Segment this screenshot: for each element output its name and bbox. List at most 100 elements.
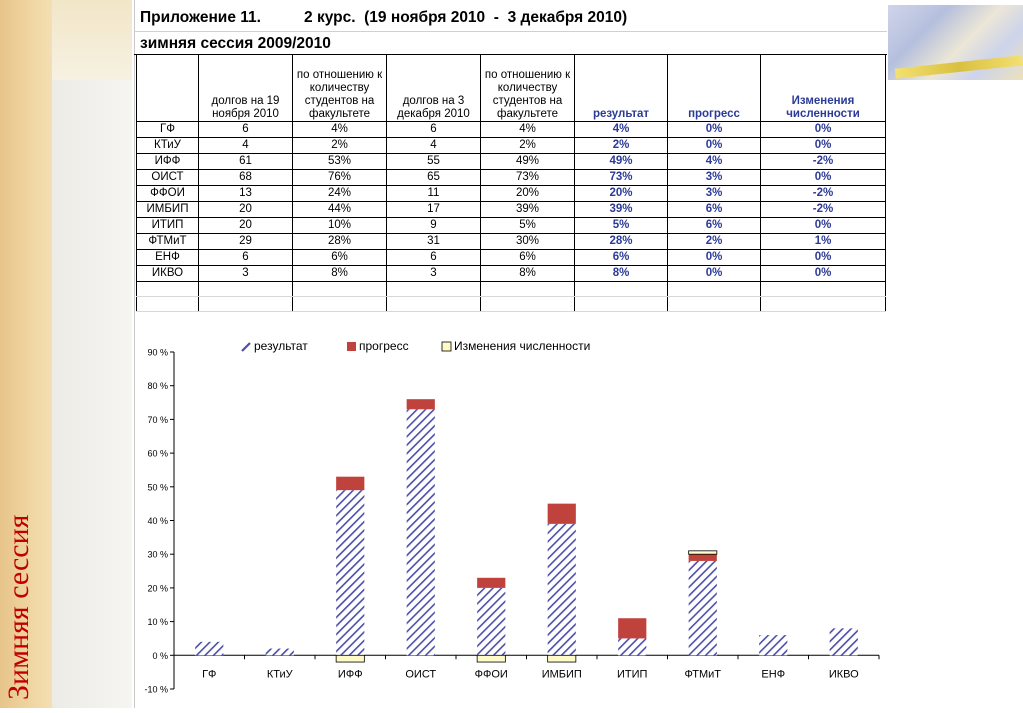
stacked-bar-chart: 90 % 80 % 70 % 60 % 50 % 40 % 30 % 20 % 10 % 0 % -…: [144, 339, 880, 695]
table-cell: 6%: [292, 249, 387, 266]
bar-result: [759, 635, 788, 656]
sheet-gridline: [134, 31, 887, 32]
y-tick-label: -10 %: [144, 685, 168, 695]
empty-cell: [292, 281, 387, 297]
table-cell: 76%: [292, 169, 387, 186]
table-cell: 4%: [667, 153, 761, 170]
table-cell: 6%: [667, 201, 761, 218]
x-tick-label: ИМБИП: [542, 668, 582, 680]
faculty-cell: ОИСТ: [136, 169, 199, 186]
table-cell: 0%: [760, 265, 886, 282]
empty-cell: [480, 281, 575, 297]
table-header: долгов на 19 ноября 2010: [198, 54, 293, 122]
table-cell: 2%: [292, 137, 387, 154]
x-tick-label: ИФФ: [338, 668, 363, 680]
table-cell: 0%: [667, 137, 761, 154]
table-cell: 13: [198, 185, 293, 202]
table-cell: 24%: [292, 185, 387, 202]
faculty-cell: ФФОИ: [136, 185, 199, 202]
table-cell: 2%: [480, 137, 575, 154]
empty-cell: [760, 281, 886, 297]
table-row: ИМБИП 20 44% 17 39% 39% 6% -2%: [136, 201, 886, 218]
empty-cell: [480, 296, 575, 312]
empty-row: [136, 281, 886, 297]
bar-change: [547, 654, 577, 663]
table-header: [136, 54, 199, 122]
y-tick-label: 60 %: [147, 449, 168, 459]
y-tick-label: 10 %: [147, 617, 168, 627]
bar-progress: [688, 554, 717, 561]
table-cell: 1%: [760, 233, 886, 250]
x-tick-label: ИКВО: [829, 668, 859, 680]
table-row: ОИСТ 68 76% 65 73% 73% 3% 0%: [136, 169, 886, 186]
slide-left-panel: [52, 80, 132, 708]
faculty-cell: ИКВО: [136, 265, 199, 282]
table-cell: 4: [386, 137, 481, 154]
legend-swatch: [347, 342, 356, 351]
table-cell: 6%: [667, 217, 761, 234]
legend-label: прогресс: [359, 339, 409, 353]
table-cell: 73%: [574, 169, 668, 186]
table-cell: 28%: [574, 233, 668, 250]
bar-change: [335, 654, 365, 663]
table-cell: 8%: [574, 265, 668, 282]
table-cell: 11: [386, 185, 481, 202]
table-header: результат: [574, 54, 668, 122]
slide-top-band: [52, 0, 132, 80]
bar-result: [829, 628, 858, 656]
table-header: по отношению к количеству студентов на ф…: [292, 54, 387, 122]
bar-result: [688, 560, 717, 656]
table-row: ИФФ 61 53% 55 49% 49% 4% -2%: [136, 153, 886, 170]
x-tick-label: ФТМиТ: [685, 668, 722, 680]
faculty-cell: ГФ: [136, 121, 199, 138]
table-row: ИКВО 3 8% 3 8% 8% 0% 0%: [136, 265, 886, 282]
y-tick-label: 90 %: [147, 348, 168, 358]
table-cell: 3: [386, 265, 481, 282]
table-cell: 20%: [574, 185, 668, 202]
table-cell: 4%: [480, 121, 575, 138]
table-cell: 6%: [574, 249, 668, 266]
faculty-cell: ФТМиТ: [136, 233, 199, 250]
empty-row: [136, 296, 886, 312]
table-cell: 55: [386, 153, 481, 170]
table-cell: 4%: [292, 121, 387, 138]
slide-left-band: [0, 0, 52, 708]
table-cell: 4: [198, 137, 293, 154]
table-cell: -2%: [760, 185, 886, 202]
table-cell: 6: [386, 121, 481, 138]
table-header: долгов на 3 декабря 2010: [386, 54, 481, 122]
legend-label: результат: [254, 339, 308, 353]
table-cell: 0%: [667, 249, 761, 266]
faculty-cell: ИТИП: [136, 217, 199, 234]
empty-cell: [667, 296, 761, 312]
table-header: по отношению к количеству студентов на ф…: [480, 54, 575, 122]
table-cell: 6: [198, 249, 293, 266]
y-tick-label: 30 %: [147, 550, 168, 560]
x-tick-label: ЕНФ: [761, 668, 785, 680]
legend-label: Изменения численности: [454, 339, 590, 353]
table-header: прогресс: [667, 54, 761, 122]
empty-cell: [760, 296, 886, 312]
table-cell: 73%: [480, 169, 575, 186]
legend-swatch: [441, 341, 452, 352]
y-tick-label: 80 %: [147, 381, 168, 391]
table-cell: 0%: [667, 121, 761, 138]
table-cell: 2%: [574, 137, 668, 154]
table-cell: 0%: [760, 169, 886, 186]
bar-result: [406, 409, 435, 656]
faculty-cell: ИМБИП: [136, 201, 199, 218]
table-cell: 44%: [292, 201, 387, 218]
table-cell: 8%: [480, 265, 575, 282]
sheet-title-line1: Приложение 11. 2 курс. (19 ноября 2010 -…: [140, 9, 628, 26]
faculty-cell: ЕНФ: [136, 249, 199, 266]
table-cell: 3: [198, 265, 293, 282]
bar-result: [195, 641, 224, 656]
y-tick-label: 0 %: [152, 651, 168, 661]
table-cell: 28%: [292, 233, 387, 250]
table-cell: 3%: [667, 169, 761, 186]
table-cell: 6%: [480, 249, 575, 266]
chart-area: 90 % 80 % 70 % 60 % 50 % 40 % 30 % 20 % 10 % 0 % -…: [134, 318, 887, 708]
table-cell: 6: [386, 249, 481, 266]
faculty-cell: ИФФ: [136, 153, 199, 170]
table-cell: 39%: [574, 201, 668, 218]
